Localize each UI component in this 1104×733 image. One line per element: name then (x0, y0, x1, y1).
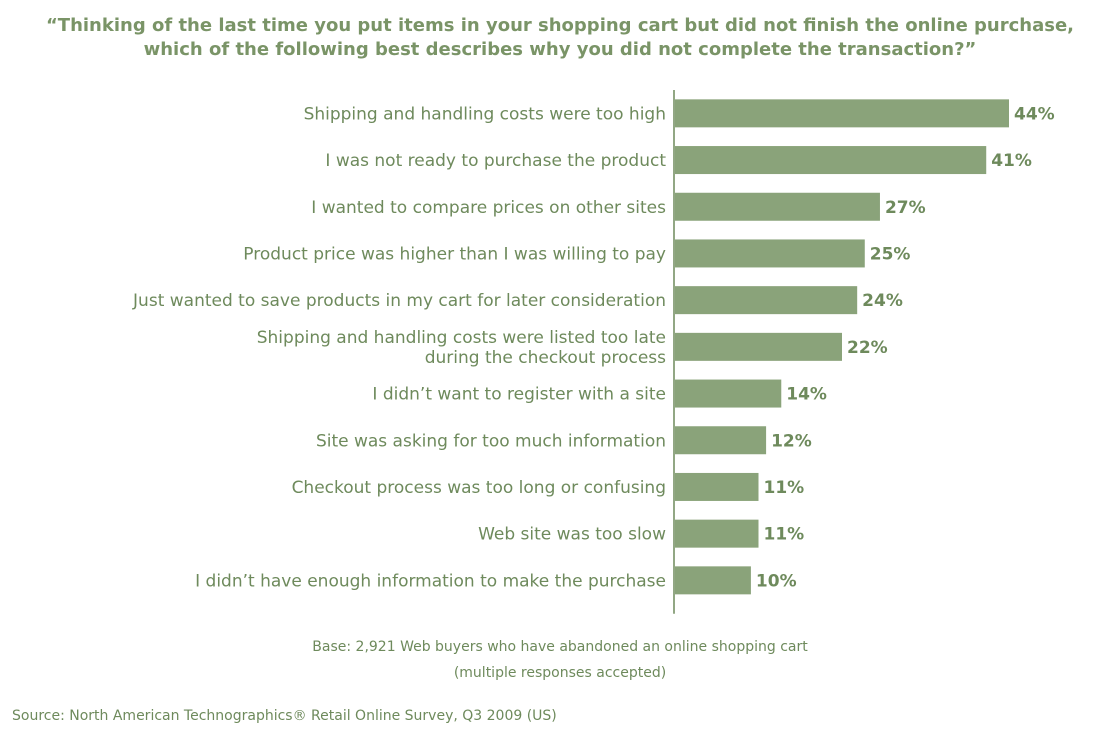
source-note: Source: North American Technographics® R… (12, 708, 557, 724)
bar-8 (675, 426, 767, 455)
category-label-6-line-1: Shipping and handling costs were listed … (257, 328, 666, 348)
category-label-10: Web site was too slow (478, 525, 666, 545)
category-label-4: Product price was higher than I was will… (243, 244, 666, 264)
value-label-8: 12% (771, 431, 812, 451)
category-label-5: Just wanted to save products in my cart … (132, 291, 666, 311)
chart-title: “Thinking of the last time you put items… (40, 14, 1080, 62)
category-label-11: I didn’t have enough information to make… (195, 571, 666, 591)
value-label-4: 25% (870, 244, 911, 264)
bar-9 (675, 472, 759, 501)
value-label-11: 10% (756, 571, 797, 591)
bar-10 (675, 519, 759, 548)
bar-6 (675, 332, 842, 361)
bar-1 (675, 99, 1009, 128)
value-label-2: 41% (991, 151, 1032, 171)
bar-7 (675, 379, 782, 408)
base-note-line-2: (multiple responses accepted) (453, 665, 667, 681)
base-note-line-1: Base: 2,921 Web buyers who have abandone… (312, 639, 808, 655)
chart-title-line-1: “Thinking of the last time you put items… (45, 15, 1075, 36)
value-label-3: 27% (885, 198, 926, 218)
bar-4 (675, 239, 865, 268)
category-label-6-line-2: during the checkout process (425, 348, 666, 368)
chart-title-line-2: which of the following best describes wh… (143, 39, 977, 60)
category-label-1: Shipping and handling costs were too hig… (304, 104, 666, 124)
bar-3 (675, 192, 880, 221)
category-label-9: Checkout process was too long or confusi… (292, 478, 666, 498)
base-note: Base: 2,921 Web buyers who have abandone… (280, 634, 840, 686)
category-label-2: I was not ready to purchase the product (325, 151, 666, 171)
value-label-10: 11% (764, 525, 805, 545)
value-label-9: 11% (764, 478, 805, 498)
value-label-1: 44% (1014, 104, 1055, 124)
bar-2 (675, 146, 987, 175)
category-label-8: Site was asking for too much information (316, 431, 666, 451)
value-label-6: 22% (847, 338, 888, 358)
category-label-3: I wanted to compare prices on other site… (311, 198, 666, 218)
value-label-5: 24% (862, 291, 903, 311)
category-label-7: I didn’t want to register with a site (372, 385, 666, 405)
value-label-7: 14% (786, 385, 827, 405)
bar-5 (675, 286, 858, 315)
bar-11 (675, 566, 751, 595)
